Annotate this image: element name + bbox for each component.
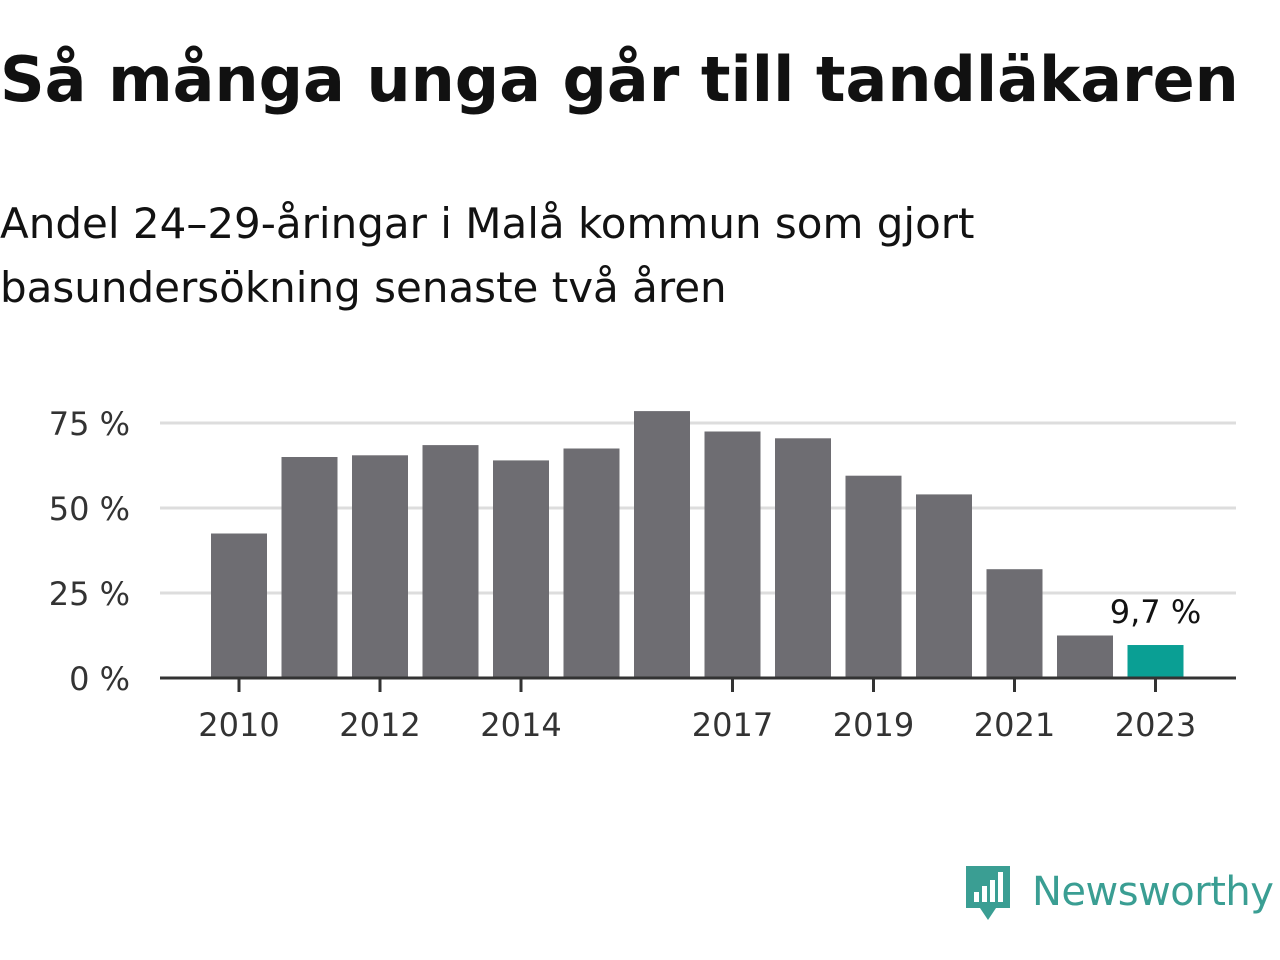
brand-name: Newsworthy: [1032, 869, 1274, 915]
bar: [1057, 635, 1113, 678]
x-tick-label: 2017: [692, 706, 773, 744]
y-tick-label: 75 %: [49, 405, 130, 443]
y-tick-label: 0 %: [69, 660, 130, 698]
bar: [634, 411, 690, 678]
y-tick-label: 25 %: [49, 575, 130, 613]
bar: [704, 431, 761, 678]
bar: [493, 460, 549, 678]
bar: [211, 533, 267, 678]
y-tick-label: 50 %: [49, 490, 130, 528]
bar: [775, 438, 831, 678]
x-tick-label: 2010: [198, 706, 279, 744]
bar: [563, 448, 620, 678]
value-annotation: 9,7 %: [1110, 593, 1201, 631]
x-tick-label: 2021: [974, 706, 1055, 744]
x-tick-label: 2023: [1115, 706, 1196, 744]
newsworthy-logo: Newsworthy: [962, 862, 1274, 922]
bar-highlight: [1127, 645, 1184, 678]
bar: [845, 475, 902, 678]
bar: [281, 457, 338, 678]
chart-subtitle: Andel 24–29-åringar i Malå kommun som gj…: [0, 199, 975, 312]
bar: [916, 494, 972, 678]
bar: [352, 455, 408, 678]
bar: [422, 445, 479, 678]
chart-title: Så många unga går till tandläkaren: [0, 43, 1239, 116]
bar: [986, 569, 1043, 678]
x-tick-label: 2012: [339, 706, 420, 744]
newsworthy-logo-icon: [966, 866, 1010, 920]
x-tick-label: 2014: [480, 706, 561, 744]
x-tick-label: 2019: [833, 706, 914, 744]
bar-chart: 0 % 25 % 50 % 75 % 2010 2012 2014 2017 2019 2021 2…: [49, 405, 1236, 744]
